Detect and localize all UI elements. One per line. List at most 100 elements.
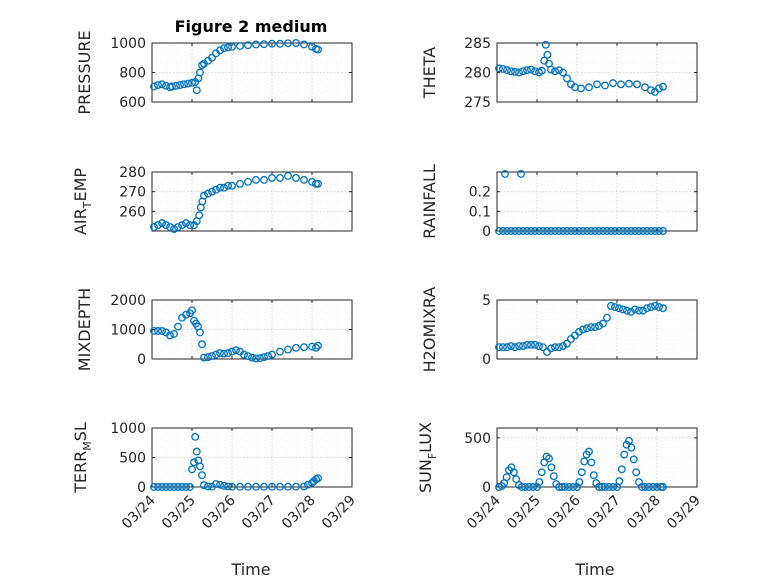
data-point bbox=[647, 303, 655, 312]
data-point bbox=[601, 81, 609, 90]
data-point bbox=[601, 483, 609, 491]
data-point bbox=[190, 458, 198, 467]
data-point bbox=[511, 67, 519, 76]
y-tick-label: 280 bbox=[464, 66, 491, 82]
data-point bbox=[577, 84, 585, 93]
y-label-subscript: T bbox=[81, 201, 94, 209]
data-point bbox=[587, 227, 595, 235]
data-point bbox=[184, 79, 192, 88]
data-point bbox=[631, 305, 639, 314]
data-point bbox=[216, 46, 224, 55]
data-point bbox=[198, 340, 206, 349]
data-point bbox=[587, 323, 595, 332]
panel-pressure: 600 800 1000 PRESSURE bbox=[75, 30, 353, 115]
data-point bbox=[220, 183, 228, 192]
data-point bbox=[170, 329, 178, 338]
data-point bbox=[216, 349, 224, 358]
data-point bbox=[188, 465, 196, 474]
data-point bbox=[659, 304, 667, 313]
data-point bbox=[615, 477, 624, 486]
x-tick-label: 03/27 bbox=[584, 493, 624, 533]
y-label-main: MIXDEPTH bbox=[75, 288, 94, 371]
data-point bbox=[188, 78, 196, 87]
data-point bbox=[599, 319, 607, 328]
y-tick-label: 600 bbox=[119, 95, 146, 111]
data-point bbox=[609, 79, 617, 88]
data-point bbox=[659, 227, 667, 235]
data-point bbox=[655, 227, 663, 235]
data-point bbox=[515, 227, 523, 235]
data-point bbox=[198, 471, 206, 480]
data-point bbox=[224, 43, 232, 52]
data-point bbox=[543, 50, 552, 59]
panel-terr_msl: 0 500 1000 03/24 03/25 03/26 03/27 03/28 03/29 TE… bbox=[71, 421, 359, 532]
data-point bbox=[244, 482, 252, 491]
data-point bbox=[589, 471, 598, 480]
data-point bbox=[236, 179, 244, 188]
data-point bbox=[244, 41, 252, 50]
y-tick-label: 500 bbox=[464, 431, 491, 447]
data-point bbox=[208, 352, 216, 360]
data-point bbox=[150, 223, 158, 232]
data-point bbox=[186, 483, 194, 491]
data-point bbox=[563, 227, 571, 235]
y-label-tail: LUX bbox=[416, 422, 435, 453]
data-point bbox=[260, 482, 268, 491]
data-point bbox=[224, 181, 232, 190]
y-tick-label: 1000 bbox=[110, 421, 146, 437]
y-label-main: AIR bbox=[71, 208, 90, 235]
data-point bbox=[585, 447, 593, 456]
data-point bbox=[204, 189, 212, 198]
data-point bbox=[208, 187, 216, 196]
data-point bbox=[547, 227, 555, 235]
y-axis-label: TERRMSL bbox=[71, 422, 94, 494]
x-label-right: Time bbox=[574, 560, 614, 579]
data-point bbox=[507, 227, 515, 235]
panel-h2omixra: 0 5 H2OMIXRA bbox=[420, 287, 698, 372]
data-point bbox=[519, 67, 527, 76]
x-tick-label: 03/28 bbox=[624, 493, 664, 533]
data-point bbox=[555, 66, 563, 75]
panel-sun_flux: 0 500 03/24 03/25 03/26 03/27 03/28 03/29 SUNFLU… bbox=[416, 422, 704, 532]
data-point bbox=[198, 61, 206, 70]
data-point bbox=[659, 82, 667, 91]
y-tick-label: 2000 bbox=[110, 293, 146, 309]
y-axis-label: PRESSURE bbox=[75, 30, 94, 114]
data-point bbox=[655, 303, 663, 312]
data-point bbox=[639, 227, 647, 235]
data-point bbox=[551, 227, 559, 235]
data-point bbox=[525, 483, 533, 491]
y-label-main: SUN bbox=[416, 459, 435, 493]
data-point bbox=[252, 482, 260, 491]
data-point bbox=[503, 227, 511, 235]
data-point bbox=[547, 65, 555, 74]
data-point bbox=[629, 455, 638, 464]
data-point bbox=[178, 483, 186, 491]
data-point bbox=[502, 473, 511, 482]
data-point bbox=[300, 343, 308, 352]
panels: 600 800 1000 PRESSURE 275 280 285 THETA 260 270 28… bbox=[71, 30, 704, 532]
data-point bbox=[495, 64, 503, 73]
data-point bbox=[220, 481, 228, 490]
data-point bbox=[176, 81, 184, 89]
data-point bbox=[577, 468, 586, 477]
x-tick-label: 03/26 bbox=[199, 492, 239, 532]
x-tick-label: 03/26 bbox=[544, 492, 584, 532]
data-point bbox=[519, 227, 527, 235]
data-point bbox=[539, 343, 547, 352]
data-point bbox=[595, 322, 603, 330]
data-point bbox=[537, 468, 546, 477]
data-point bbox=[228, 482, 236, 491]
data-point bbox=[244, 352, 252, 360]
y-label-main: TERR bbox=[71, 451, 90, 494]
y-tick-label: 0 bbox=[137, 480, 146, 496]
y-tick-label: 285 bbox=[464, 36, 491, 52]
data-point bbox=[619, 305, 627, 314]
data-point bbox=[200, 353, 208, 362]
panel-theta: 275 280 285 THETA bbox=[420, 36, 698, 111]
data-point bbox=[580, 457, 589, 466]
data-point bbox=[208, 53, 216, 62]
data-point bbox=[531, 227, 539, 235]
data-point bbox=[192, 447, 201, 456]
data-point bbox=[268, 350, 276, 359]
